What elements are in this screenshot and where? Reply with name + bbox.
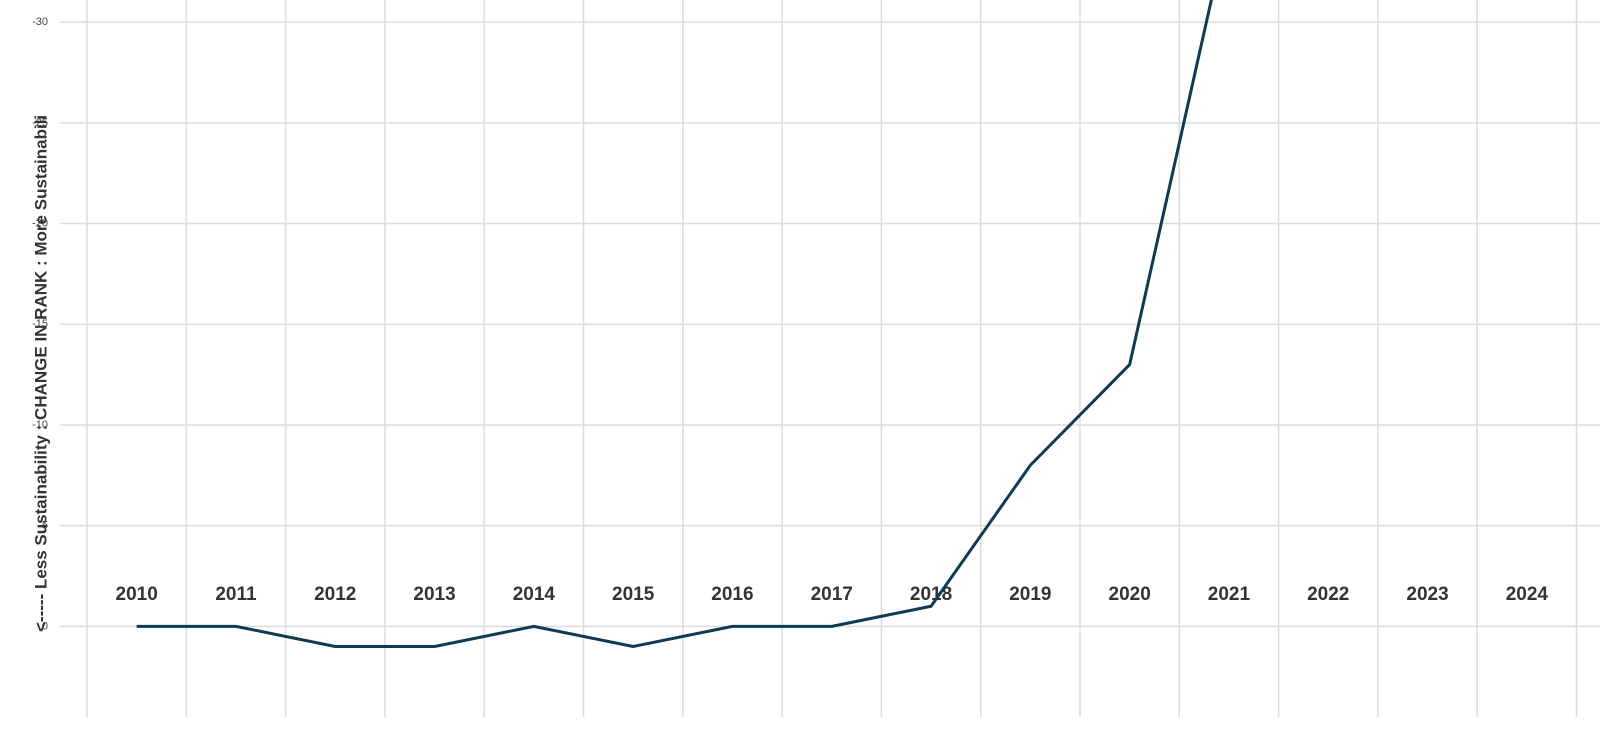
y-tick-label: 0 (42, 620, 48, 632)
labels: -30 -25 -20 -15 -10 -5 0 2010 2011 2012 2013 2014 20… (32, 16, 1548, 632)
x-category-label: 2011 (215, 584, 257, 605)
x-category-label: 2014 (513, 584, 556, 605)
x-category-label: 2015 (612, 584, 655, 605)
x-category-label: 2016 (711, 584, 753, 605)
y-tick-label: -15 (32, 318, 48, 330)
x-category-label: 2022 (1307, 584, 1349, 605)
y-tick-label: -10 (32, 419, 48, 431)
y-tick-label: -25 (32, 117, 48, 129)
x-category-label: 2023 (1406, 584, 1448, 605)
y-tick-label: -20 (32, 217, 48, 229)
plot (136, 0, 1213, 649)
x-category-label: 2024 (1506, 584, 1549, 605)
x-category-label: 2013 (413, 584, 455, 605)
y-axis-title: <----- Less Sustainability : CHANGE IN R… (31, 115, 50, 632)
x-category-label: 2012 (314, 584, 356, 605)
grid (60, 0, 1600, 717)
data-line (136, 0, 1213, 649)
y-tick-label: -5 (38, 520, 48, 532)
x-category-label: 2017 (811, 584, 853, 605)
x-category-label: 2021 (1208, 584, 1251, 605)
x-category-label: 2010 (116, 584, 158, 605)
x-category-label: 2019 (1009, 584, 1051, 605)
x-category-label: 2020 (1109, 584, 1151, 605)
y-tick-label: -30 (32, 16, 48, 28)
